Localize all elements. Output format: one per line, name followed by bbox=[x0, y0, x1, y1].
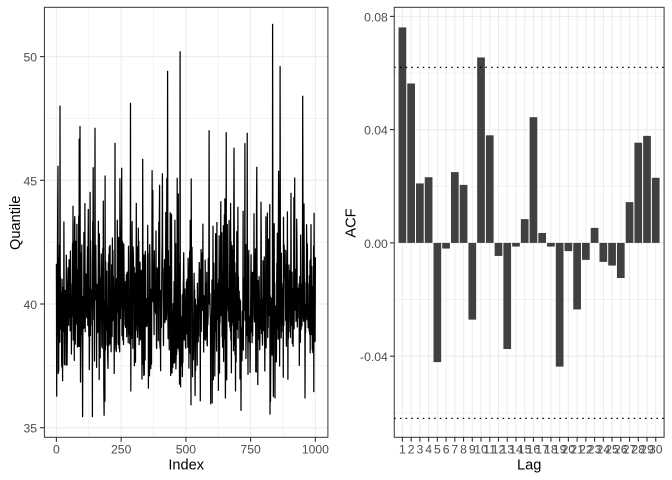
svg-text:8: 8 bbox=[460, 442, 467, 456]
svg-text:4: 4 bbox=[425, 442, 432, 456]
svg-text:19: 19 bbox=[553, 442, 567, 456]
svg-text:50: 50 bbox=[23, 51, 37, 65]
svg-text:25: 25 bbox=[605, 442, 619, 456]
svg-text:28: 28 bbox=[631, 442, 645, 456]
svg-text:26: 26 bbox=[614, 442, 628, 456]
svg-text:9: 9 bbox=[469, 442, 476, 456]
svg-text:20: 20 bbox=[562, 442, 576, 456]
svg-text:30: 30 bbox=[649, 442, 663, 456]
svg-text:22: 22 bbox=[579, 442, 593, 456]
svg-text:0.08: 0.08 bbox=[364, 10, 388, 24]
svg-text:3: 3 bbox=[416, 442, 423, 456]
svg-text:Lag: Lag bbox=[517, 458, 541, 474]
svg-text:0.04: 0.04 bbox=[364, 124, 388, 138]
svg-text:10: 10 bbox=[474, 442, 488, 456]
svg-text:11: 11 bbox=[483, 442, 496, 456]
svg-text:1: 1 bbox=[399, 442, 406, 456]
svg-text:12: 12 bbox=[492, 442, 506, 456]
svg-text:7: 7 bbox=[451, 442, 458, 456]
svg-text:29: 29 bbox=[640, 442, 654, 456]
svg-text:35: 35 bbox=[23, 422, 37, 436]
svg-text:250: 250 bbox=[111, 442, 132, 456]
svg-text:45: 45 bbox=[23, 174, 37, 188]
svg-text:18: 18 bbox=[544, 442, 558, 456]
svg-text:17: 17 bbox=[535, 442, 549, 456]
svg-text:0.00: 0.00 bbox=[364, 237, 388, 251]
svg-text:16: 16 bbox=[527, 442, 541, 456]
svg-text:24: 24 bbox=[597, 442, 611, 456]
svg-text:-0.04: -0.04 bbox=[360, 350, 388, 364]
svg-text:40: 40 bbox=[23, 298, 37, 312]
svg-text:15: 15 bbox=[518, 442, 532, 456]
svg-text:Quantile: Quantile bbox=[8, 196, 24, 250]
svg-text:5: 5 bbox=[434, 442, 441, 456]
svg-text:750: 750 bbox=[240, 442, 261, 456]
svg-text:2: 2 bbox=[408, 442, 415, 456]
svg-text:1000: 1000 bbox=[302, 442, 329, 456]
svg-text:6: 6 bbox=[443, 442, 450, 456]
svg-text:21: 21 bbox=[570, 442, 584, 456]
svg-text:23: 23 bbox=[588, 442, 602, 456]
svg-text:500: 500 bbox=[176, 442, 197, 456]
svg-text:14: 14 bbox=[509, 442, 523, 456]
svg-text:Index: Index bbox=[168, 458, 204, 474]
svg-text:0: 0 bbox=[53, 442, 60, 456]
svg-text:ACF: ACF bbox=[344, 208, 360, 237]
svg-text:27: 27 bbox=[623, 442, 637, 456]
svg-text:13: 13 bbox=[500, 442, 514, 456]
